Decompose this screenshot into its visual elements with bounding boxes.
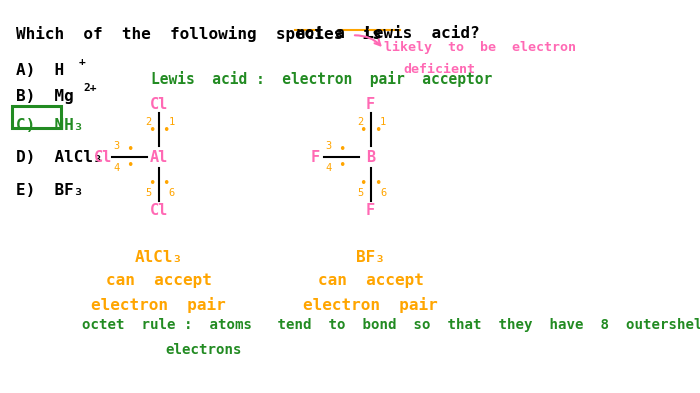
Text: 5: 5	[145, 187, 151, 198]
Text: •: •	[162, 177, 170, 191]
Text: 6: 6	[169, 187, 175, 198]
Text: •: •	[360, 124, 367, 137]
Text: 2: 2	[357, 117, 363, 127]
Text: •: •	[338, 158, 346, 172]
Text: 2: 2	[145, 117, 151, 127]
Text: B)  Mg: B) Mg	[16, 89, 74, 104]
Text: Al: Al	[150, 150, 168, 165]
Text: electron  pair: electron pair	[303, 297, 438, 313]
Text: +: +	[78, 57, 85, 67]
Text: BF₃: BF₃	[356, 250, 385, 264]
Text: 5: 5	[357, 187, 363, 198]
Text: 2+: 2+	[83, 83, 97, 92]
Text: •: •	[127, 158, 134, 172]
Text: 1: 1	[169, 117, 175, 127]
Text: 6: 6	[380, 187, 386, 198]
Text: C)  NH₃: C) NH₃	[16, 118, 83, 133]
Text: can  accept: can accept	[106, 273, 212, 288]
Text: •: •	[127, 143, 134, 156]
Text: •: •	[374, 124, 382, 137]
Text: B: B	[366, 150, 375, 165]
Text: A)  H: A) H	[16, 63, 64, 78]
Text: likely  to  be  electron: likely to be electron	[384, 41, 576, 54]
Text: Cl: Cl	[150, 203, 168, 218]
Text: Lewis  acid :  electron  pair  acceptor: Lewis acid : electron pair acceptor	[151, 71, 492, 87]
Text: not: not	[295, 26, 324, 40]
Text: •: •	[338, 143, 346, 156]
Text: E)  BF₃: E) BF₃	[16, 183, 83, 198]
Text: 4: 4	[325, 163, 331, 173]
Text: 1: 1	[380, 117, 386, 127]
Text: 3: 3	[325, 141, 331, 151]
Text: Cl: Cl	[94, 150, 113, 165]
Text: 4: 4	[113, 163, 120, 173]
Text: •: •	[360, 177, 367, 191]
Text: F: F	[310, 150, 320, 165]
Text: electron  pair: electron pair	[92, 297, 226, 313]
Text: F: F	[366, 97, 375, 112]
Text: 3: 3	[113, 141, 120, 151]
Text: •: •	[148, 177, 155, 191]
Text: •: •	[148, 124, 155, 137]
Text: electrons: electrons	[166, 343, 242, 357]
Text: Which  of  the  following  species  is: Which of the following species is	[16, 26, 401, 42]
Text: •: •	[162, 124, 170, 137]
Text: AlCl₃: AlCl₃	[135, 250, 183, 264]
Text: •: •	[374, 177, 382, 191]
Text: Cl: Cl	[150, 97, 168, 112]
Text: can  accept: can accept	[318, 273, 424, 288]
Text: deficient: deficient	[403, 63, 475, 76]
Text: F: F	[366, 203, 375, 218]
Text: D)  AlCl₃: D) AlCl₃	[16, 150, 102, 165]
Text: a  Lewis  acid?: a Lewis acid?	[316, 26, 480, 40]
Text: octet  rule :  atoms   tend  to  bond  so  that  they  have  8  outershell: octet rule : atoms tend to bond so that …	[82, 318, 700, 332]
